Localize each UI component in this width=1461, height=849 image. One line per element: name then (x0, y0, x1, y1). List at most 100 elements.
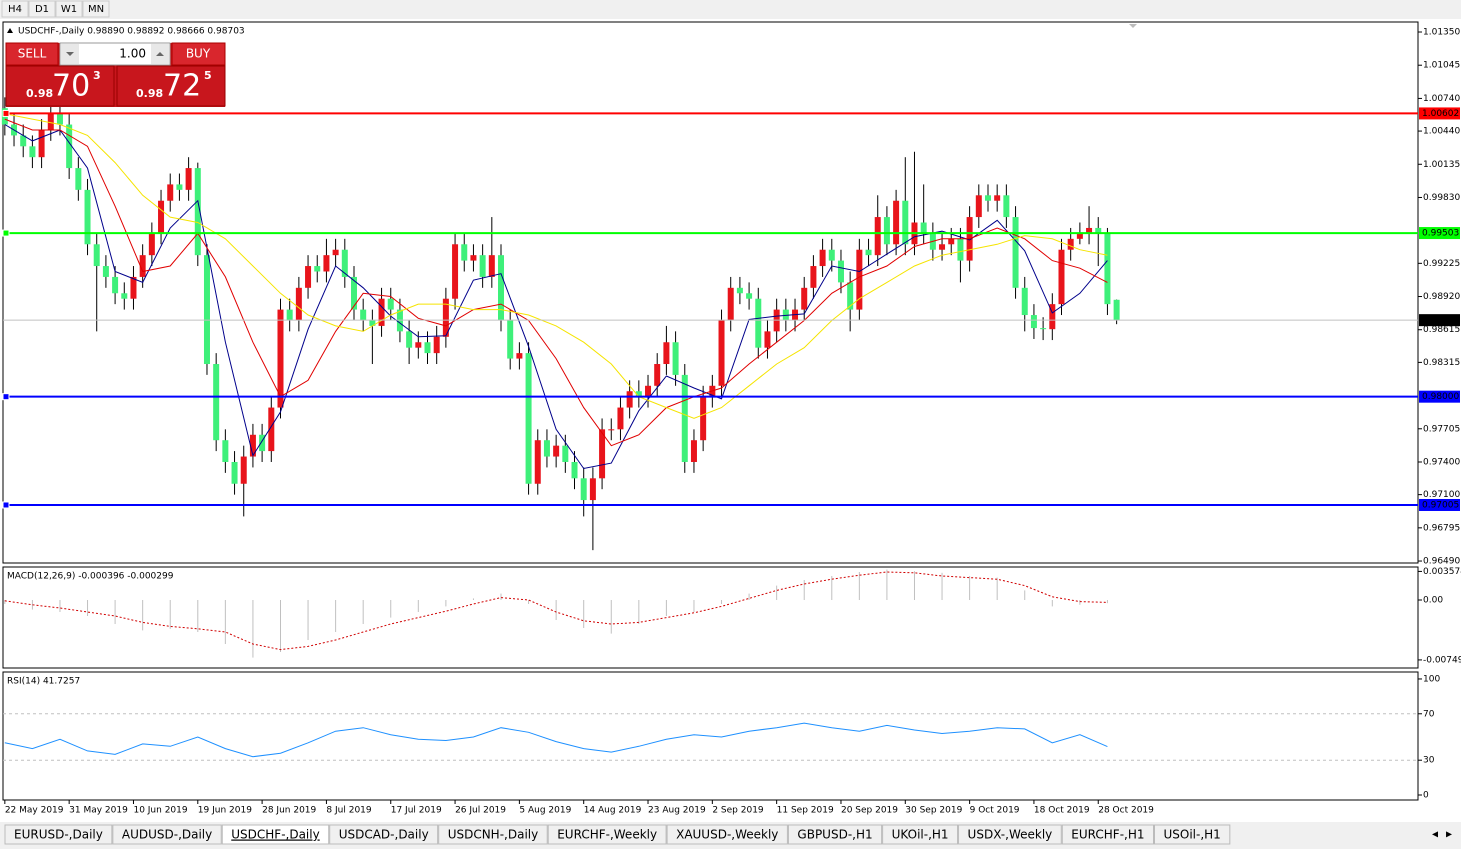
symbol-tab[interactable] (438, 824, 548, 845)
candle-body (645, 385, 652, 397)
candle-body (727, 287, 734, 321)
y-tick-label: 0.99830 (1423, 193, 1460, 203)
candle-body (948, 238, 955, 245)
candle-body (810, 266, 817, 288)
x-tick-label: 30 Sep 2019 (905, 806, 962, 816)
candle-body (865, 249, 872, 256)
candle-body (1113, 299, 1120, 321)
panel-frame (2, 671, 1419, 801)
rsi-line (4, 722, 1108, 758)
symbol-tab[interactable] (4, 824, 113, 845)
x-tick-label: 8 Jul 2019 (326, 806, 371, 816)
candle-body (47, 113, 54, 130)
symbol-tab[interactable] (1154, 824, 1231, 845)
symbol-tab[interactable] (329, 824, 439, 845)
candle-body (1086, 227, 1093, 234)
timeframe-label[interactable]: H4 (8, 4, 22, 15)
symbol-tab[interactable] (666, 824, 788, 845)
candle-body (488, 255, 495, 277)
candle-body (323, 255, 330, 272)
candle-body (847, 282, 854, 310)
candle-body (580, 478, 587, 501)
x-tick-label: 31 May 2019 (69, 806, 128, 816)
x-tick-label: 22 May 2019 (5, 806, 64, 816)
symbol-tab-label[interactable]: USDCHF-,Daily (231, 828, 319, 842)
y-tick-label: 0.96490 (1423, 557, 1460, 567)
y-tick-label: 0.97400 (1423, 457, 1460, 467)
candle-body (663, 342, 670, 365)
tab-scroll[interactable]: ◂ (1432, 827, 1438, 841)
candle-body (148, 233, 155, 256)
candle-body (461, 244, 468, 261)
ask-big-figure: 0.98 (136, 87, 163, 100)
candle-body (130, 276, 137, 299)
y-tick-label: 0.99225 (1423, 259, 1460, 269)
symbol-tab[interactable] (221, 824, 330, 845)
timeframe-label[interactable]: W1 (61, 4, 77, 15)
timeframe-button[interactable] (82, 0, 110, 18)
symbol-tab[interactable] (112, 824, 222, 845)
candle-body (718, 320, 725, 386)
shift-marker (1129, 24, 1137, 28)
symbol-tab-label[interactable]: AUDUSD-,Daily (122, 828, 212, 842)
symbol-tab-label[interactable]: USDX-,Weekly (968, 828, 1053, 842)
price-tag (1419, 498, 1460, 511)
symbol-tab-label[interactable]: EURCHF-,Weekly (557, 828, 657, 842)
candle-body (975, 195, 982, 218)
y-tick-label: 0.98315 (1423, 358, 1460, 368)
symbol-tab[interactable] (882, 824, 959, 845)
candle-body (1095, 227, 1102, 234)
candle-body (1076, 233, 1083, 239)
candle-body (38, 129, 45, 158)
symbol-tab[interactable] (787, 824, 883, 845)
buy-button[interactable] (171, 42, 226, 66)
candle-body (984, 195, 991, 201)
candle-body (203, 255, 210, 365)
candle-body (387, 298, 394, 310)
candle-body (828, 249, 835, 261)
ask-box[interactable] (116, 65, 226, 107)
candle-body (1104, 233, 1111, 305)
timeframe-button[interactable] (28, 0, 56, 18)
candle-body (332, 249, 339, 256)
lot-value[interactable]: 1.00 (119, 47, 146, 61)
symbol-tab[interactable] (958, 824, 1062, 845)
y-tick-label: 0.97705 (1423, 424, 1460, 434)
candle-body (84, 189, 91, 245)
panel-frame (2, 566, 1419, 669)
candle-body (479, 255, 486, 277)
buy-label[interactable]: BUY (186, 47, 211, 61)
panel-title: USDCHF-,Daily 0.98890 0.98892 0.98666 0.… (18, 27, 245, 37)
candle-body (213, 364, 220, 441)
y-tick-label: 0 (1423, 791, 1429, 801)
symbol-tab-label[interactable]: UKOil-,H1 (892, 828, 949, 842)
timeframe-button[interactable] (1, 0, 29, 18)
line-handle (2, 229, 10, 237)
bid-box[interactable] (5, 65, 115, 107)
sell-label[interactable]: SELL (18, 47, 47, 61)
candle-body (1003, 195, 1010, 218)
candle-body (102, 266, 109, 277)
symbol-tab-label[interactable]: USOil-,H1 (1164, 828, 1221, 842)
candle-body (295, 287, 302, 321)
symbol-tab-label[interactable]: XAUUSD-,Weekly (676, 828, 778, 842)
price-tag (1419, 227, 1460, 240)
symbol-tab[interactable] (1061, 824, 1154, 845)
symbol-tab-label[interactable]: EURCHF-,H1 (1071, 828, 1144, 842)
lot-input[interactable] (59, 42, 171, 66)
candle-body (167, 184, 174, 201)
timeframe-button[interactable] (55, 0, 83, 18)
tab-scroll[interactable]: ▸ (1446, 827, 1452, 841)
symbol-tab-label[interactable]: USDCAD-,Daily (339, 828, 429, 842)
line-handle (2, 109, 10, 117)
timeframe-label[interactable]: MN (88, 4, 104, 15)
symbol-tab-label[interactable]: GBPUSD-,H1 (797, 828, 872, 842)
timeframe-label[interactable]: D1 (35, 4, 49, 15)
sell-button[interactable] (5, 42, 59, 66)
symbol-tab[interactable] (547, 824, 667, 845)
candle-body (736, 287, 743, 294)
candle-body (1021, 287, 1028, 316)
symbol-tab-label[interactable]: EURUSD-,Daily (14, 828, 103, 842)
symbol-tab-label[interactable]: USDCNH-,Daily (448, 828, 539, 842)
current-price-tag (1419, 314, 1460, 327)
